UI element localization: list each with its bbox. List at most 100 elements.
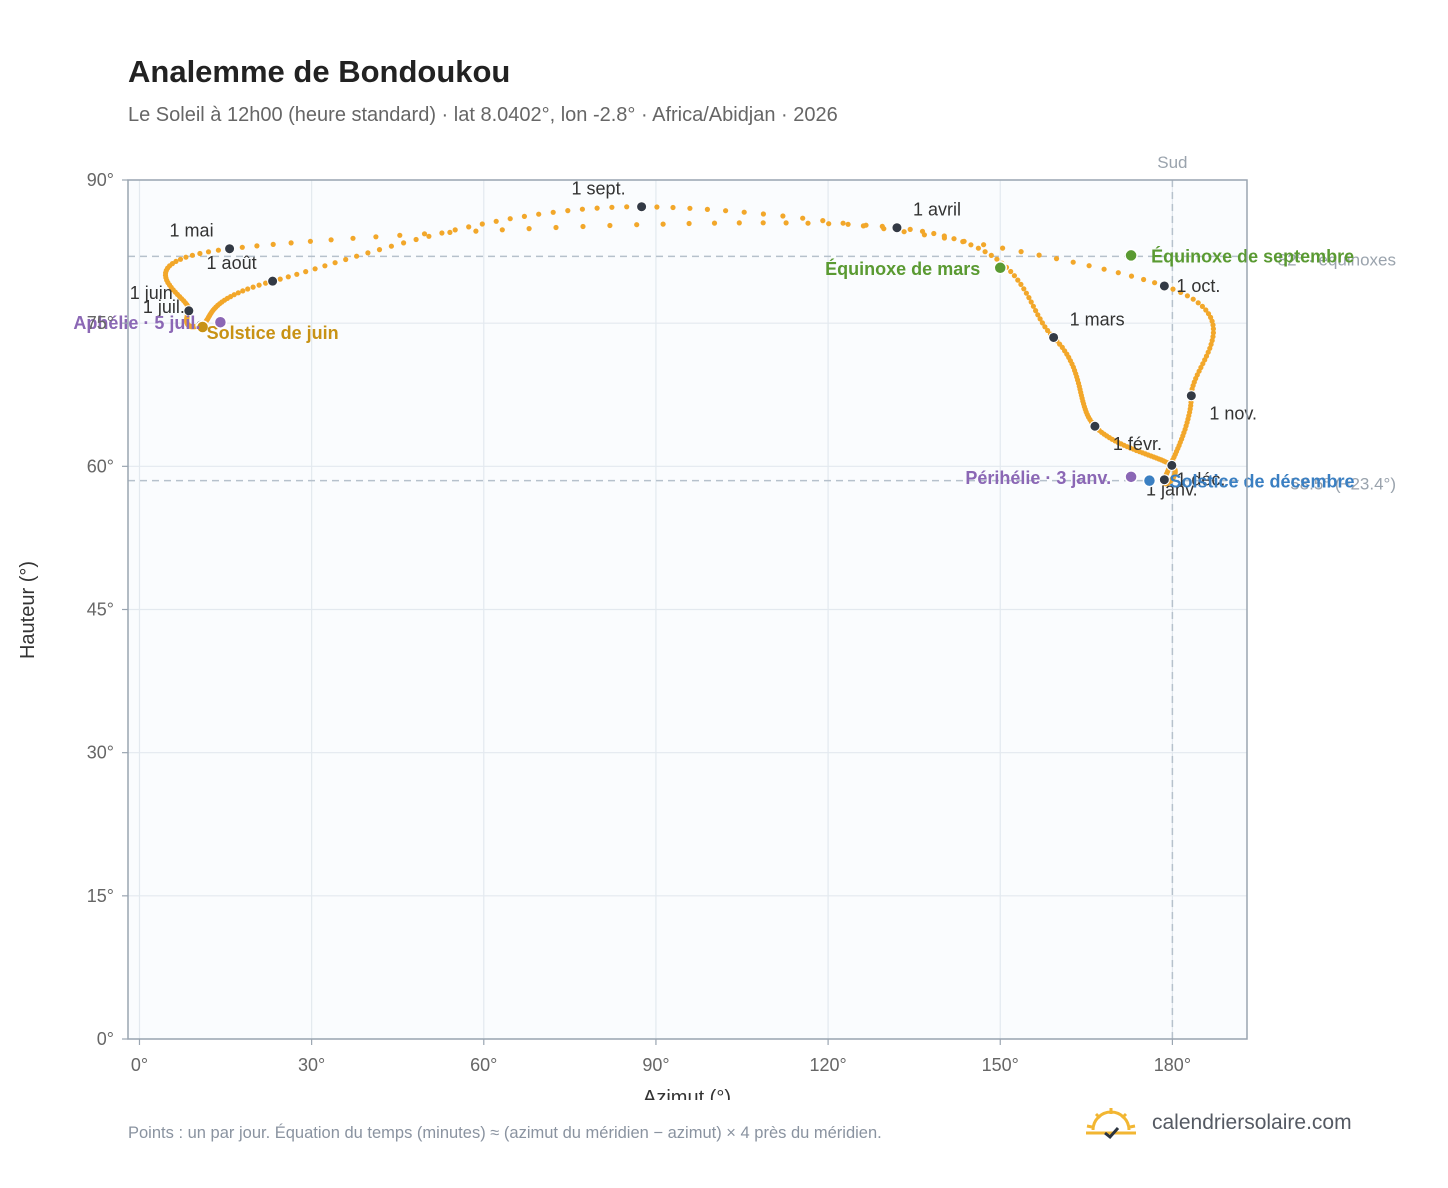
x-axis-label: Azimut (°) [643,1087,731,1100]
event-label: Solstice de décembre [1169,472,1354,492]
daily-sun-point [1210,330,1216,336]
month-marker [183,305,195,317]
event-marker [1124,470,1138,484]
axis-ticks: 0° 30° 60° 90° 120° 150° 180° 0° 15° 30° 45° 60° 75°… [87,170,1191,1075]
daily-sun-point [550,209,556,215]
daily-sun-point [256,282,262,288]
event-marker [1124,248,1138,263]
daily-sun-point [1000,245,1006,251]
y-tick-label: 0° [97,1029,114,1049]
brand[interactable]: calendriersolaire.com [1084,1105,1352,1141]
month-marker [1158,474,1170,486]
daily-sun-point [466,224,472,230]
daily-sun-point [473,228,479,234]
event-marker [993,261,1007,275]
footnote: Points : un par jour. Équation du temps … [128,1124,882,1142]
month-marker-label: 1 févr. [1113,434,1162,454]
daily-sun-point [447,229,453,235]
daily-sun-point [634,222,640,228]
daily-sun-point [1036,252,1042,258]
event-label: Aphélie · 5 juil. [73,313,200,333]
daily-sun-point [783,220,789,226]
month-marker-label: 1 sept. [572,179,626,199]
reference-lines: Sud 82° · équinoxes 58.5° (−23.4°) [128,153,1396,1039]
x-tick-label: 180° [1154,1055,1191,1075]
daily-sun-point [373,234,379,240]
month-marker-label: 1 juin [130,283,173,303]
daily-sun-point [1210,326,1216,332]
daily-sun-point [941,235,948,241]
daily-sun-point [1101,266,1107,272]
daily-sun-point [704,206,711,212]
daily-sun-point [1045,327,1051,334]
daily-sun-point [536,211,542,217]
event-marker [213,315,228,329]
event-markers: Équinoxe de mars Équinoxe de septembre Sol… [73,245,1354,491]
daily-sun-point [1210,322,1216,328]
month-marker [1158,280,1170,292]
daily-sun-point [580,223,586,230]
daily-sun-point [1170,286,1176,292]
daily-sun-point [1015,277,1021,283]
y-tick-label: 15° [87,886,114,906]
daily-sun-point [1011,273,1018,279]
daily-sun-point [1205,349,1211,355]
daily-sun-point [277,276,283,282]
brand-name[interactable]: calendriersolaire.com [1152,1111,1352,1134]
daily-sun-point [1035,312,1041,318]
month-marker [1089,420,1101,432]
daily-sun-point [231,292,237,298]
chart-subtitle: Le Soleil à 12h00 (heure standard) · lat… [128,104,838,126]
daily-sun-point [840,220,846,226]
daily-sun-point [760,220,766,226]
daily-sun-point [686,220,692,227]
daily-sun-point [240,288,246,294]
daily-sun-point [343,256,349,263]
daily-sun-point [1128,273,1135,279]
x-tick-label: 30° [298,1055,325,1075]
daily-sun-point [982,249,988,255]
event-label: Périhélie · 3 janv. [965,468,1111,488]
month-marker [267,275,279,287]
daily-sun-point [579,206,586,212]
daily-sun-point [1018,281,1024,287]
daily-sun-point [1209,337,1215,344]
daily-sun-point [1030,303,1036,309]
daily-sun-point [860,223,867,229]
daily-sun-point [270,241,276,247]
daily-sun-point [350,235,356,241]
daily-sun-point [609,204,615,210]
daily-sun-point [177,256,184,262]
month-marker [1185,390,1197,402]
x-tick-label: 90° [642,1055,669,1075]
daily-sun-point [565,208,571,214]
daily-sun-point [285,274,291,280]
daily-sun-point [931,230,937,237]
daily-sun-point [303,269,309,275]
daily-sun-point [553,224,559,231]
daily-sun-point [1207,345,1213,351]
daily-sun-point [521,213,528,219]
daily-sun-point [499,227,505,233]
daily-sun-point [660,221,666,227]
daily-sun-point [1203,307,1209,313]
event-label: Équinoxe de mars [825,258,980,279]
daily-sun-point [235,290,241,296]
daily-sun-point [189,252,195,258]
month-marker [891,222,903,234]
daily-sun-point [426,233,432,239]
daily-sun-point [354,253,360,259]
x-tick-label: 60° [470,1055,497,1075]
daily-sun-point [388,243,394,249]
daily-sun-point [1141,276,1147,283]
daily-sun-point [397,232,403,238]
daily-sun-point [288,240,294,246]
daily-sun-point [1018,249,1024,255]
daily-sun-point [820,218,826,224]
month-marker-label: 1 mars [1070,309,1125,329]
daily-sun-point [413,236,419,243]
daily-sun-point [594,205,600,211]
daily-sun-point [607,222,613,229]
daily-sun-point [205,249,212,255]
